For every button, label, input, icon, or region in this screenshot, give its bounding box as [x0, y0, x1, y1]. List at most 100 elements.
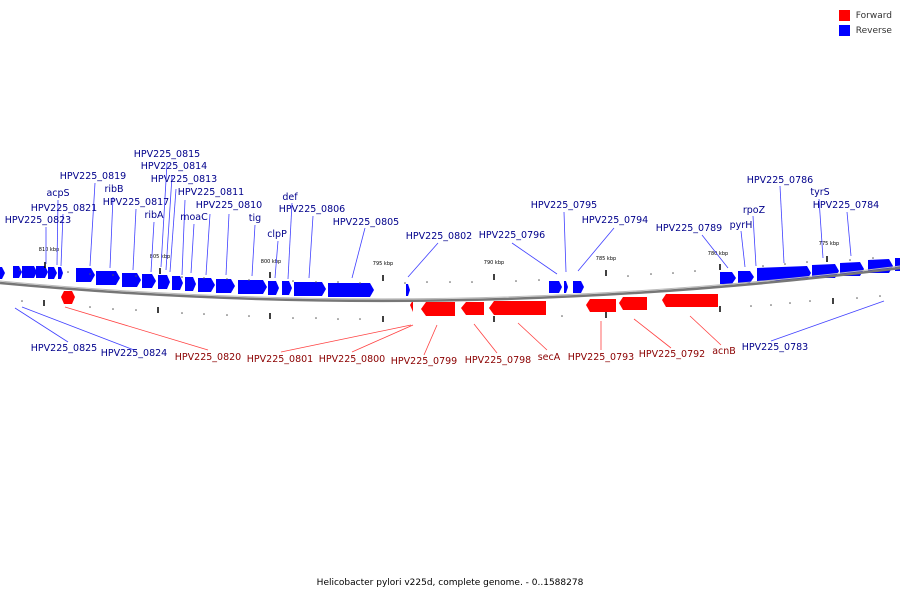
- gene-label[interactable]: HPV225_0792: [639, 349, 705, 360]
- minor-tick: [784, 263, 786, 265]
- gene-label[interactable]: HPV225_0801: [247, 354, 313, 365]
- gene-label[interactable]: HPV225_0821: [31, 203, 97, 214]
- leader-line: [770, 300, 885, 342]
- minor-tick: [471, 281, 473, 283]
- leader-line: [407, 242, 439, 278]
- reverse-gene-arrow[interactable]: [268, 281, 279, 295]
- gene-label[interactable]: clpP: [267, 229, 287, 240]
- reverse-gene-arrow[interactable]: [58, 267, 63, 279]
- reverse-strand-genes: [0, 258, 900, 297]
- minor-tick: [515, 280, 517, 282]
- reverse-gene-arrow[interactable]: [158, 275, 170, 289]
- reverse-gene-arrow[interactable]: [36, 266, 48, 278]
- gene-label[interactable]: HPV225_0802: [406, 231, 472, 242]
- gene-label[interactable]: HPV225_0795: [531, 200, 597, 211]
- minor-tick: [694, 270, 696, 272]
- reverse-gene-arrow[interactable]: [198, 278, 215, 292]
- gene-label[interactable]: HPV225_0814: [141, 161, 207, 172]
- reverse-gene-arrow[interactable]: [0, 267, 5, 279]
- gene-label[interactable]: ribA: [144, 210, 164, 221]
- gene-label[interactable]: HPV225_0794: [582, 215, 648, 226]
- reverse-gene-arrow[interactable]: [96, 271, 120, 285]
- reverse-gene-arrow[interactable]: [549, 281, 562, 293]
- leader-line: [169, 188, 177, 273]
- leader-line: [563, 211, 567, 273]
- gene-label[interactable]: HPV225_0810: [196, 200, 262, 211]
- reverse-leader-lines: [14, 162, 885, 351]
- minor-tick: [19, 269, 21, 271]
- reverse-gene-arrow[interactable]: [172, 276, 183, 290]
- gene-label[interactable]: pyrH: [730, 220, 753, 231]
- gene-label[interactable]: HPV225_0784: [813, 200, 879, 211]
- leader-line: [60, 213, 64, 267]
- gene-label[interactable]: HPV225_0823: [5, 215, 71, 226]
- forward-gene-arrow[interactable]: [662, 294, 718, 307]
- gene-label[interactable]: HPV225_0819: [60, 171, 126, 182]
- forward-gene-arrow[interactable]: [489, 301, 546, 315]
- reverse-gene-arrow[interactable]: [238, 280, 267, 294]
- reverse-gene-arrow[interactable]: [720, 272, 736, 284]
- forward-gene-arrow[interactable]: [410, 300, 413, 312]
- gene-label[interactable]: acnB: [712, 346, 736, 357]
- forward-gene-arrow[interactable]: [61, 291, 75, 304]
- gene-label[interactable]: secA: [538, 352, 561, 363]
- reverse-gene-arrow[interactable]: [573, 281, 584, 293]
- gene-label[interactable]: HPV225_0786: [747, 175, 813, 186]
- reverse-gene-arrow[interactable]: [76, 268, 95, 282]
- gene-label[interactable]: HPV225_0813: [151, 174, 217, 185]
- minor-tick: [135, 275, 137, 277]
- reverse-gene-arrow[interactable]: [294, 282, 326, 296]
- minor-tick: [404, 282, 406, 284]
- gene-label[interactable]: HPV225_0824: [101, 348, 167, 359]
- leader-line: [577, 227, 615, 272]
- gene-label[interactable]: HPV225_0799: [391, 356, 457, 367]
- reverse-gene-arrow[interactable]: [216, 279, 235, 293]
- gene-label[interactable]: HPV225_0811: [178, 187, 244, 198]
- gene-label[interactable]: HPV225_0825: [31, 343, 97, 354]
- reverse-gene-arrow[interactable]: [48, 267, 57, 279]
- gene-label[interactable]: HPV225_0798: [465, 355, 531, 366]
- scale-label: 790 kbp: [484, 260, 504, 266]
- minor-tick: [806, 261, 808, 263]
- forward-gene-arrow[interactable]: [461, 302, 484, 315]
- gene-label[interactable]: acpS: [46, 188, 69, 199]
- legend-forward[interactable]: Forward: [838, 8, 892, 23]
- reverse-gene-arrow[interactable]: [406, 284, 410, 296]
- leader-line: [308, 215, 314, 279]
- legend-reverse[interactable]: Reverse: [838, 23, 892, 38]
- gene-label[interactable]: ribB: [104, 184, 123, 195]
- reverse-gene-arrow[interactable]: [122, 273, 141, 287]
- reverse-gene-arrow[interactable]: [564, 281, 568, 293]
- reverse-gene-arrow[interactable]: [282, 281, 292, 295]
- gene-label[interactable]: HPV225_0805: [333, 217, 399, 228]
- gene-label[interactable]: rpoZ: [743, 205, 766, 216]
- gene-label[interactable]: HPV225_0793: [568, 352, 634, 363]
- gene-label[interactable]: moaC: [180, 212, 208, 223]
- leader-line: [351, 324, 414, 353]
- gene-label[interactable]: def: [282, 192, 298, 203]
- forward-gene-arrow[interactable]: [586, 299, 616, 312]
- forward-gene-arrow[interactable]: [421, 302, 455, 316]
- gene-label[interactable]: HPV225_0796: [479, 230, 545, 241]
- reverse-gene-arrow[interactable]: [22, 266, 37, 278]
- reverse-gene-arrow[interactable]: [328, 283, 374, 297]
- reverse-gene-labels: HPV225_0815 HPV225_0814 HPV225_0813 HPV2…: [5, 149, 879, 359]
- gene-label[interactable]: HPV225_0806: [279, 204, 345, 215]
- forward-gene-arrow[interactable]: [619, 297, 647, 310]
- gene-label[interactable]: HPV225_0820: [175, 352, 241, 363]
- reverse-gene-arrow[interactable]: [738, 271, 754, 283]
- gene-label[interactable]: tig: [249, 213, 261, 224]
- minor-tick: [181, 312, 183, 314]
- forward-swatch: [838, 10, 850, 21]
- reverse-gene-arrow[interactable]: [142, 274, 156, 288]
- reverse-gene-arrow[interactable]: [185, 277, 196, 291]
- reverse-gene-arrow[interactable]: [13, 266, 22, 278]
- gene-label[interactable]: HPV225_0817: [103, 197, 169, 208]
- gene-label[interactable]: HPV225_0789: [656, 223, 722, 234]
- gene-label[interactable]: HPV225_0800: [319, 354, 385, 365]
- backbone: [0, 265, 900, 303]
- gene-label[interactable]: HPV225_0815: [134, 149, 200, 160]
- gene-label[interactable]: tyrS: [810, 187, 829, 198]
- gene-label[interactable]: HPV225_0783: [742, 342, 808, 353]
- leader-line: [150, 221, 155, 273]
